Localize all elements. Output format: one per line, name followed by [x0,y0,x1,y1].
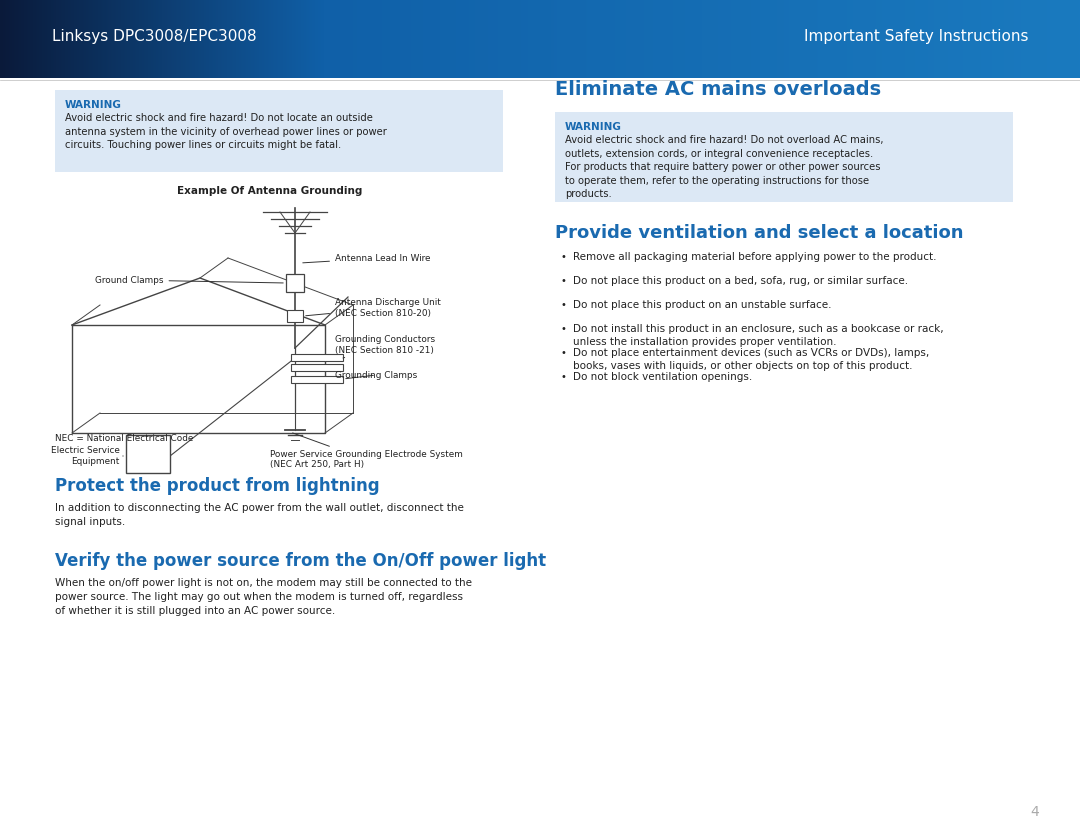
Text: •: • [561,372,566,382]
FancyBboxPatch shape [555,112,1013,202]
Text: Grounding Conductors
(NEC Section 810 -21): Grounding Conductors (NEC Section 810 -2… [335,335,435,358]
Text: •: • [561,276,566,286]
Text: Ground Clamps: Ground Clamps [95,275,283,284]
Text: Do not install this product in an enclosure, such as a bookcase or rack,
unless : Do not install this product in an enclos… [573,324,944,347]
Bar [126,435,170,473]
Text: Provide ventilation and select a location: Provide ventilation and select a locatio… [555,224,963,242]
Text: Remove all packaging material before applying power to the product.: Remove all packaging material before app… [573,252,936,262]
Text: Linksys DPC3008/EPC3008: Linksys DPC3008/EPC3008 [52,28,257,43]
Bar [287,310,303,322]
Bar [291,354,343,361]
Text: Important Safety Instructions: Important Safety Instructions [804,28,1028,43]
Bar [291,376,343,383]
Text: Protect the product from lightning: Protect the product from lightning [55,477,380,495]
Bar [291,364,343,371]
Text: 4: 4 [1030,805,1039,819]
Text: •: • [561,252,566,262]
Text: Avoid electric shock and fire hazard! Do not overload AC mains,
outlets, extensi: Avoid electric shock and fire hazard! Do… [565,135,883,199]
Text: Antenna Lead In Wire: Antenna Lead In Wire [302,254,431,263]
Text: •: • [561,348,566,358]
Text: Do not place this product on a bed, sofa, rug, or similar surface.: Do not place this product on a bed, sofa… [573,276,908,286]
Text: WARNING: WARNING [65,100,122,110]
Text: Antenna Discharge Unit
(NEC Section 810-20): Antenna Discharge Unit (NEC Section 810-… [306,299,441,318]
Text: •: • [561,300,566,310]
Text: Do not block ventilation openings.: Do not block ventilation openings. [573,372,753,382]
Text: Do not place this product on an unstable surface.: Do not place this product on an unstable… [573,300,832,310]
Text: Avoid electric shock and fire hazard! Do not locate an outside
antenna system in: Avoid electric shock and fire hazard! Do… [65,113,387,150]
Text: •: • [561,324,566,334]
Text: Example Of Antenna Grounding: Example Of Antenna Grounding [177,186,363,196]
Text: Electric Service
Equipment: Electric Service Equipment [51,446,120,466]
Text: Grounding Clamps: Grounding Clamps [335,370,417,379]
Text: Eliminate AC mains overloads: Eliminate AC mains overloads [555,80,881,99]
Text: Power Service Grounding Electrode System
(NEC Art 250, Part H): Power Service Grounding Electrode System… [270,433,463,470]
Text: When the on/off power light is not on, the modem may still be connected to the
p: When the on/off power light is not on, t… [55,578,472,616]
Text: Do not place entertainment devices (such as VCRs or DVDs), lamps,
books, vases w: Do not place entertainment devices (such… [573,348,929,371]
Text: In addition to disconnecting the AC power from the wall outlet, disconnect the
s: In addition to disconnecting the AC powe… [55,503,464,527]
Text: Verify the power source from the On/Off power light: Verify the power source from the On/Off … [55,552,546,570]
Bar [286,274,303,292]
FancyBboxPatch shape [55,90,503,172]
Text: NEC = National Electrical Code: NEC = National Electrical Code [55,434,193,443]
Text: WARNING: WARNING [565,122,622,132]
